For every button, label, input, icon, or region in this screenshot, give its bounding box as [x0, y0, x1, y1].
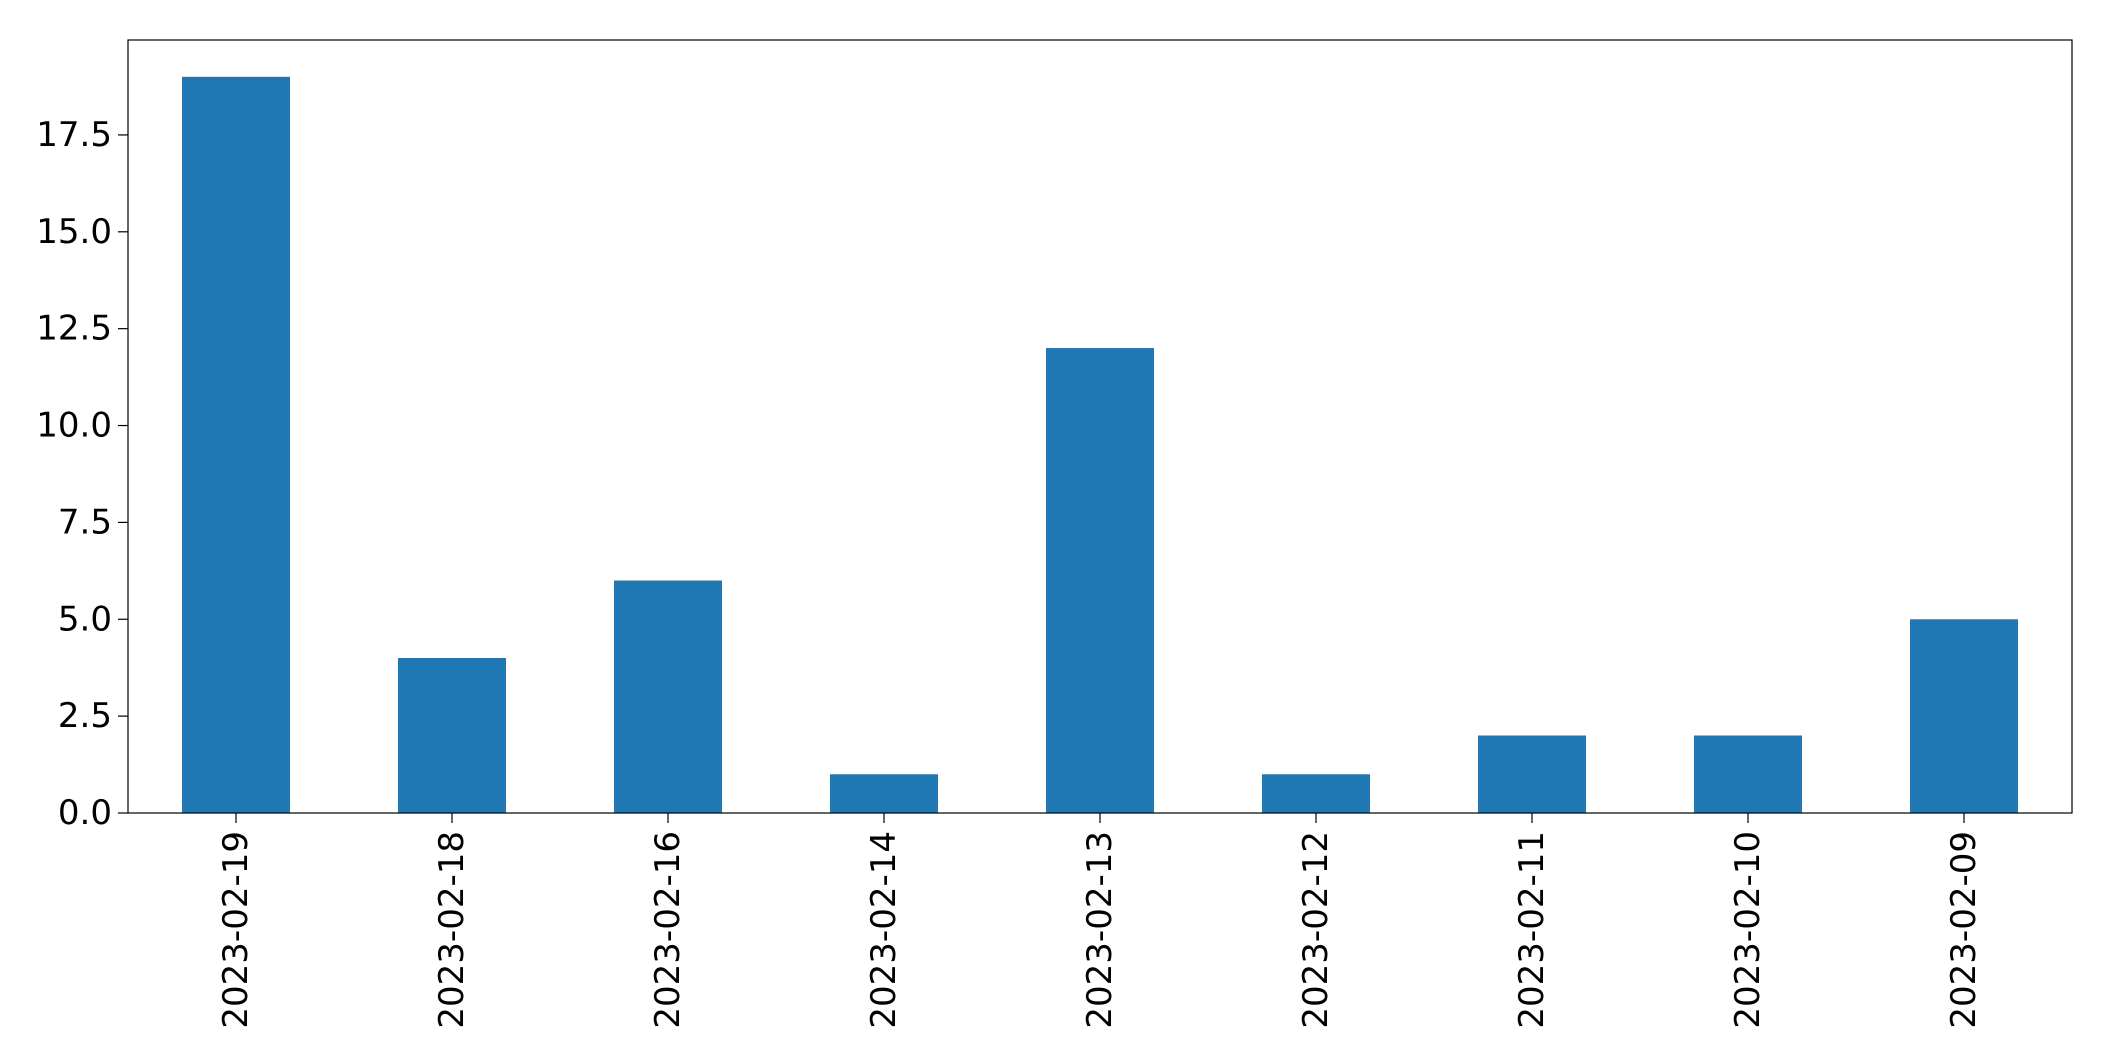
bar-2023-02-13 — [1046, 348, 1154, 813]
bar-2023-02-19 — [182, 76, 290, 813]
x-tick-label: 2023-02-13 — [1080, 831, 1120, 1029]
x-tick-label: 2023-02-19 — [216, 831, 256, 1029]
x-tick-label: 2023-02-12 — [1296, 831, 1336, 1029]
bars-group — [182, 76, 2018, 813]
y-tick-label: 0.0 — [58, 793, 112, 833]
y-tick-label: 15.0 — [36, 212, 112, 252]
bar-2023-02-09 — [1910, 619, 2018, 813]
y-tick-label: 17.5 — [36, 115, 112, 155]
x-tick-label: 2023-02-18 — [432, 831, 472, 1029]
x-tick-label: 2023-02-09 — [1944, 831, 1984, 1029]
bar-2023-02-12 — [1262, 774, 1370, 813]
bar-2023-02-18 — [398, 658, 506, 813]
bar-2023-02-10 — [1694, 735, 1802, 813]
y-tick-label: 7.5 — [58, 502, 112, 542]
y-tick-label: 10.0 — [36, 406, 112, 446]
bar-2023-02-14 — [830, 774, 938, 813]
x-axis: 2023-02-19 2023-02-18 2023-02-16 2023-02-14… — [216, 813, 1984, 1029]
bar-2023-02-11 — [1478, 735, 1586, 813]
y-tick-label: 2.5 — [58, 696, 112, 736]
y-tick-label: 12.5 — [36, 309, 112, 349]
x-tick-label: 2023-02-14 — [864, 831, 904, 1029]
y-axis: 0.0 2.5 5.0 7.5 10.0 12.5 15.0 17.5 — [36, 115, 128, 833]
x-tick-label: 2023-02-16 — [648, 831, 688, 1029]
y-tick-label: 5.0 — [58, 599, 112, 639]
bar-2023-02-16 — [614, 580, 722, 813]
x-tick-label: 2023-02-11 — [1512, 831, 1552, 1029]
x-tick-label: 2023-02-10 — [1728, 831, 1768, 1029]
